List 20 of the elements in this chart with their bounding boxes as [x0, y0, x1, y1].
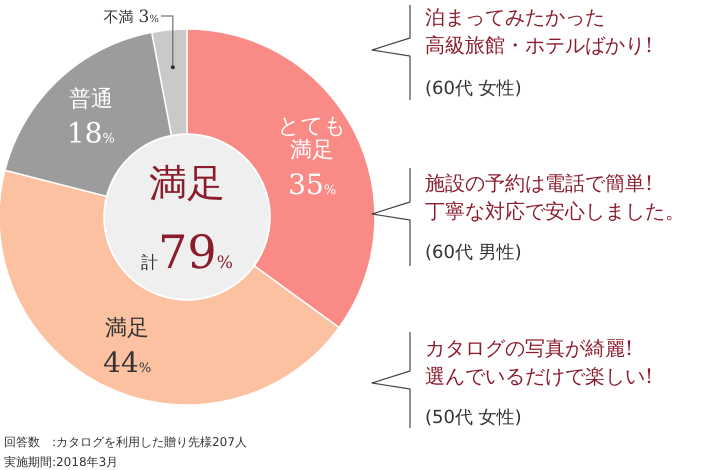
text: 高級旅館・ホテルばかり! [425, 33, 654, 57]
data-label: 35% [288, 168, 336, 202]
text: 丁寧な対応で安心しました。 [425, 199, 685, 223]
text: 選んでいるだけで楽しい! [425, 364, 654, 388]
text: (60代 女性) [425, 78, 522, 99]
slice-label: 満足 [104, 316, 150, 342]
slice-label: とても満足 [277, 114, 348, 164]
slice-label: 普通 [68, 86, 114, 112]
text: (60代 男性) [425, 242, 522, 263]
text: 回答数 :カタログを利用した贈り先様207人 [4, 435, 247, 449]
text: 満足 [149, 161, 225, 205]
data-label: 18% [66, 116, 115, 150]
text: 実施期間:2018年3月 [4, 455, 118, 469]
text: 泊まってみたかった [425, 5, 605, 29]
data-label: 44% [103, 346, 152, 380]
text: (50代 女性) [425, 407, 522, 428]
slice-label: 不満 [104, 8, 138, 26]
text: 施設の予約は電話で簡単! [425, 171, 654, 195]
text: カタログの写真が綺麗! [425, 336, 634, 360]
data-label: 3% [138, 7, 159, 27]
